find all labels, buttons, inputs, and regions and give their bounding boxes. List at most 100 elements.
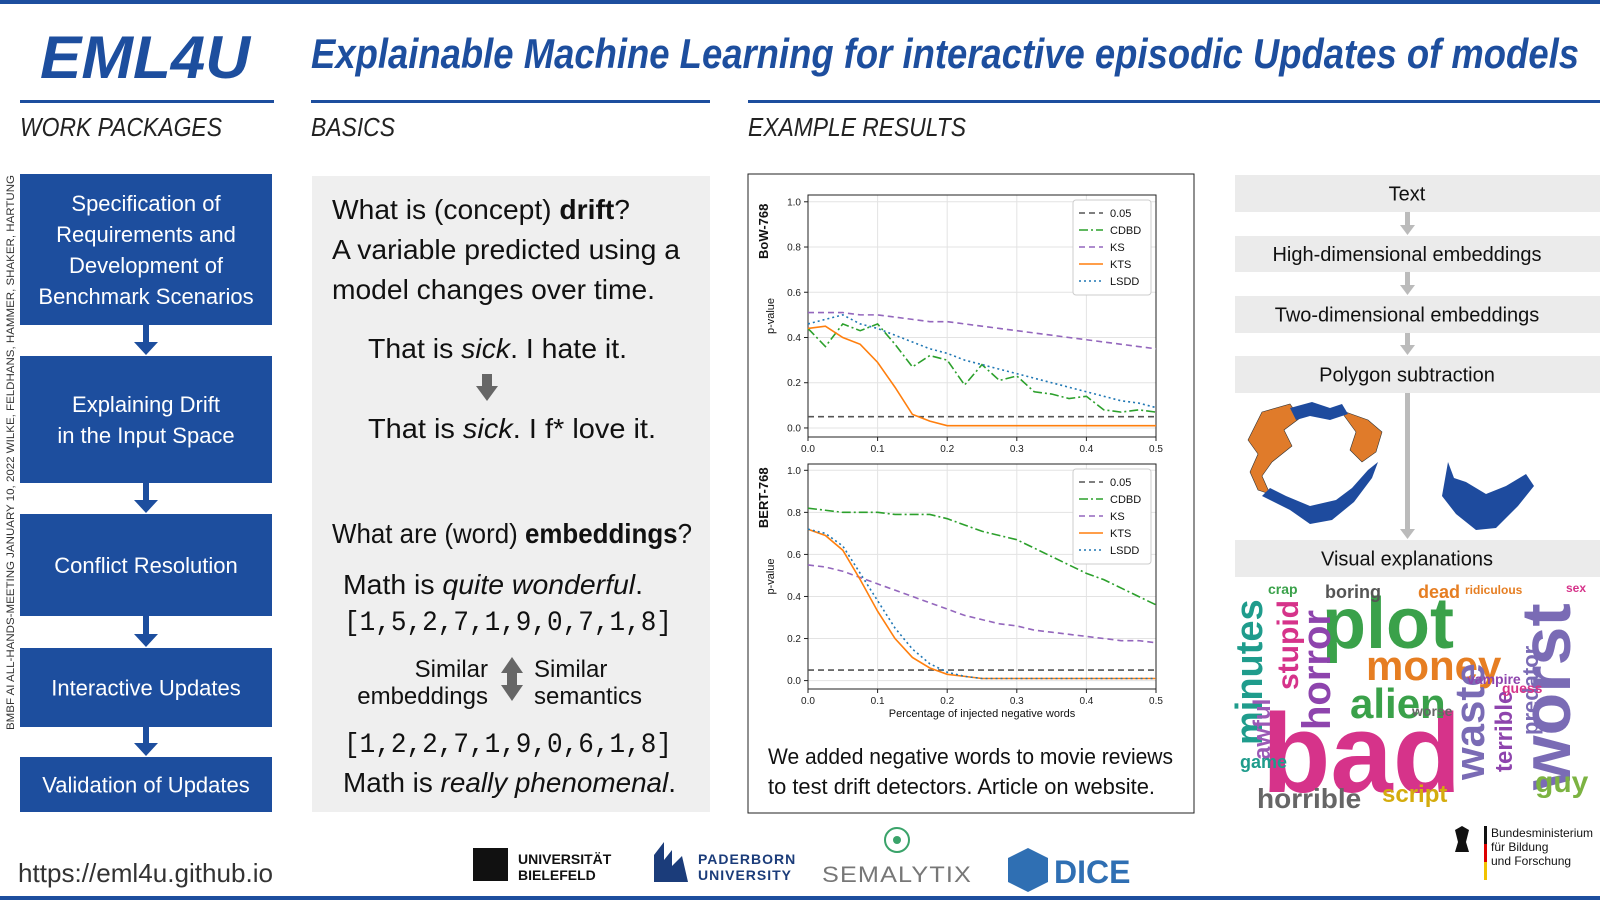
example: That is sick. I f* love it. xyxy=(368,413,656,444)
x-tick-label: 0.3 xyxy=(1010,696,1024,707)
work-package xyxy=(20,757,272,812)
pipeline-text: High-dimensional embeddings xyxy=(1272,244,1541,266)
y-axis-label: p-value xyxy=(765,558,777,594)
cloud-word: plot xyxy=(1322,584,1454,664)
y-tick-label: 0.8 xyxy=(787,508,801,519)
cloud-word: boring xyxy=(1325,582,1381,602)
cloud-word: dead xyxy=(1418,582,1460,602)
dice-logo xyxy=(1008,848,1048,892)
arrow xyxy=(1405,393,1410,530)
work-package xyxy=(20,514,272,616)
paderborn-logo xyxy=(654,842,688,882)
basics-panel xyxy=(312,176,710,812)
legend-label: KS xyxy=(1110,511,1125,523)
y-tick-label: 1.0 xyxy=(787,466,801,477)
arrow xyxy=(1400,285,1415,295)
side-note: BMBF AI ALL-HANDS-MEETING JANUARY 10, 20… xyxy=(5,175,17,730)
arrow xyxy=(476,386,498,401)
text: Math is xyxy=(343,767,441,798)
pipeline-step xyxy=(1235,296,1600,333)
cloud-word: guy xyxy=(1535,766,1589,799)
cloud-word: money xyxy=(1366,642,1502,689)
arrows xyxy=(476,374,523,701)
arrow xyxy=(1405,212,1410,226)
y-tick-label: 0.4 xyxy=(787,333,801,344)
arrow xyxy=(1400,529,1415,539)
pipeline: Text High-dimensional embeddings Two-dimen… xyxy=(1235,175,1600,577)
section-rule xyxy=(20,100,274,103)
pipeline-step xyxy=(1235,356,1600,393)
flag xyxy=(1484,844,1487,862)
legend-label: CDBD xyxy=(1110,225,1141,237)
text: What is (concept) xyxy=(332,194,559,225)
eagle xyxy=(1455,826,1469,852)
cloud-word: guess xyxy=(1502,680,1543,696)
work-package-text: Development of xyxy=(69,253,224,278)
polygon-blue xyxy=(1442,462,1534,530)
work-package-text: Requirements and xyxy=(56,222,236,247)
x-tick-label: 0.5 xyxy=(1149,444,1163,455)
cloud-word: waste xyxy=(1446,663,1493,781)
similar-left: Similar xyxy=(415,656,488,683)
pipeline-text: Visual explanations xyxy=(1321,549,1493,571)
flag xyxy=(1484,826,1487,844)
work-package xyxy=(20,174,272,325)
legend-label: 0.05 xyxy=(1110,208,1131,220)
work-package xyxy=(20,648,272,727)
x-tick-label: 0.2 xyxy=(940,696,954,707)
y-tick-label: 0.2 xyxy=(787,378,801,389)
title: Explainable Machine Learning for interac… xyxy=(311,30,1579,77)
text: ? xyxy=(678,518,692,549)
arrow xyxy=(134,342,158,355)
series-line xyxy=(807,325,1156,427)
arrow xyxy=(134,743,158,756)
arrow xyxy=(482,374,492,388)
x-tick-label: 0.1 xyxy=(871,696,885,707)
work-package-text: Benchmark Scenarios xyxy=(38,284,253,309)
legend-box xyxy=(1072,199,1152,296)
axes-frame xyxy=(807,194,1157,438)
bmbf-text: für Bildung xyxy=(1491,840,1548,854)
series-line xyxy=(807,314,1157,409)
semalytix-logo xyxy=(893,836,901,844)
similar-right: Similar xyxy=(534,656,607,683)
cloud-word: alien xyxy=(1350,680,1446,727)
pipeline-step xyxy=(1235,540,1600,577)
similar-left: embeddings xyxy=(357,683,488,710)
partner-text: DICE xyxy=(1054,854,1130,890)
text: embeddings xyxy=(525,518,678,549)
text: quite wonderful xyxy=(442,569,635,600)
basics-text: What is (concept) drift? A variable pred… xyxy=(332,194,692,798)
math: Math is quite wonderful. xyxy=(343,569,643,600)
y-axis-label: p-value xyxy=(765,298,777,334)
text: drift xyxy=(559,194,614,225)
cloud-word: crap xyxy=(1268,581,1298,597)
y-tick-label: 0.4 xyxy=(787,592,801,603)
section-rule xyxy=(311,100,710,103)
cloud-word: worse xyxy=(1411,703,1453,719)
arrow xyxy=(134,500,158,513)
cloud-word: worst xyxy=(1507,603,1585,791)
polygon-orange xyxy=(1247,403,1301,495)
url[interactable]: https://eml4u.github.io xyxy=(18,858,273,888)
axes-frame xyxy=(807,463,1157,690)
cloud-word: horrible xyxy=(1257,783,1361,814)
vector: [1,2,2,7,1,9,0,6,1,8] xyxy=(344,730,672,761)
text: . I f* love it. xyxy=(513,413,656,444)
section-rule xyxy=(748,100,1600,103)
x-tick-label: 0.0 xyxy=(801,444,815,455)
bottom-border xyxy=(0,896,1600,900)
partner-text: BIELEFELD xyxy=(518,867,596,883)
x-tick-label: 0.4 xyxy=(1079,696,1093,707)
question: What are (word) embeddings? xyxy=(332,518,692,549)
section-heading: BASICS xyxy=(311,112,396,142)
text: That is xyxy=(368,413,463,444)
partner-text: SEMALYTIX xyxy=(822,862,972,887)
text: really phenomenal xyxy=(441,767,669,798)
chart-title: BERT-768 xyxy=(756,467,771,528)
arrow xyxy=(1405,272,1410,286)
cloud-word: awful xyxy=(1249,699,1276,760)
pipeline-text: Two-dimensional embeddings xyxy=(1275,305,1540,327)
pipeline-step xyxy=(1235,175,1600,212)
